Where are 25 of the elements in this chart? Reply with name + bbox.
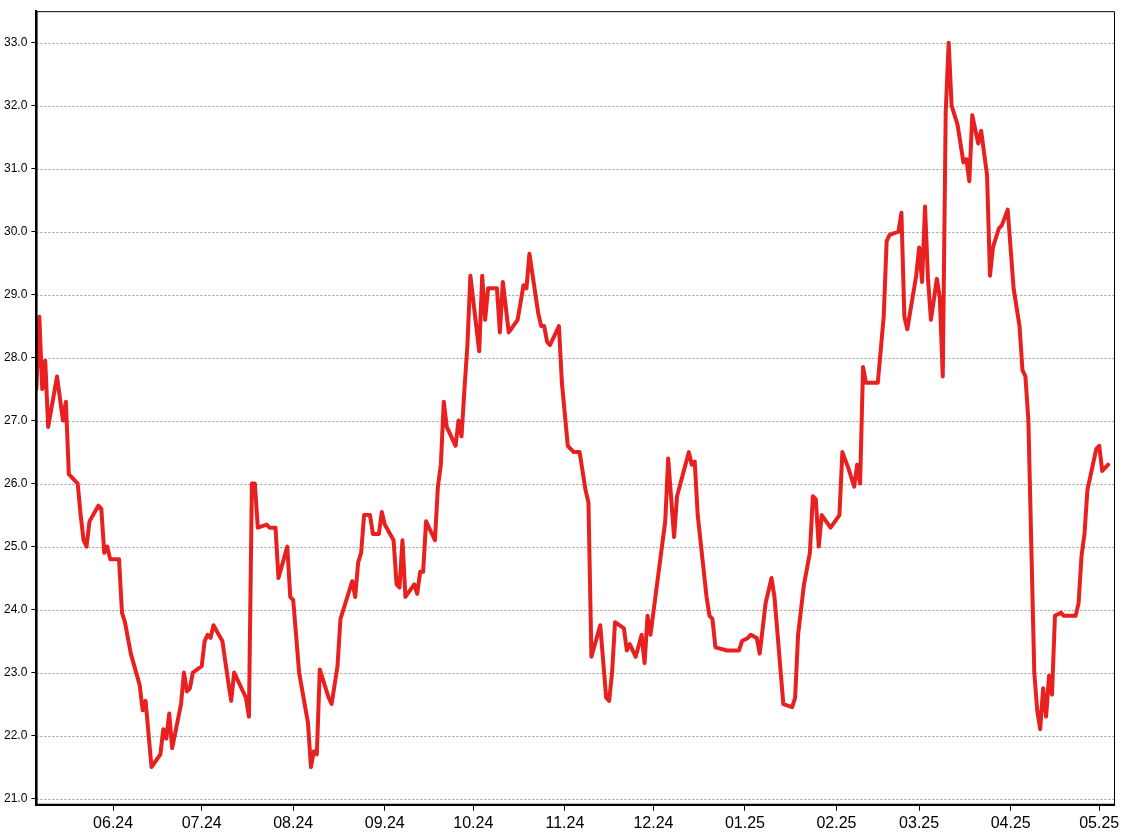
x-tick-label: 12.24 (633, 813, 674, 831)
y-tick-label: 25.0 (4, 538, 28, 553)
x-tick-label: 07.24 (181, 813, 222, 831)
y-tick-label: 23.0 (4, 664, 28, 679)
x-tick-label: 11.24 (545, 813, 585, 831)
x-tick-label: 10.24 (453, 813, 494, 831)
y-tick-label: 26.0 (4, 475, 28, 490)
x-tick-label: 01.25 (724, 813, 766, 831)
x-tick-label: 06.24 (93, 813, 134, 831)
y-tick-label: 27.0 (4, 412, 28, 427)
y-tick-label: 24.0 (4, 601, 28, 616)
y-tick-label: 30.0 (4, 223, 28, 238)
x-tick-label: 08.24 (273, 813, 314, 831)
x-tick-label: 09.24 (364, 813, 405, 831)
y-tick-label: 32.0 (4, 97, 28, 112)
x-tick-label: 04.25 (990, 813, 1031, 831)
y-tick-label: 21.0 (4, 790, 28, 805)
y-tick-label: 22.0 (4, 727, 28, 742)
x-tick-label: 05.25 (1079, 813, 1120, 831)
y-tick-label: 28.0 (4, 349, 28, 364)
y-tick-label: 29.0 (4, 286, 28, 301)
y-tick-label: 31.0 (4, 160, 28, 175)
x-tick-label: 03.25 (899, 813, 940, 831)
y-tick-label: 33.0 (4, 35, 28, 49)
x-tick-label: 02.25 (816, 813, 857, 831)
